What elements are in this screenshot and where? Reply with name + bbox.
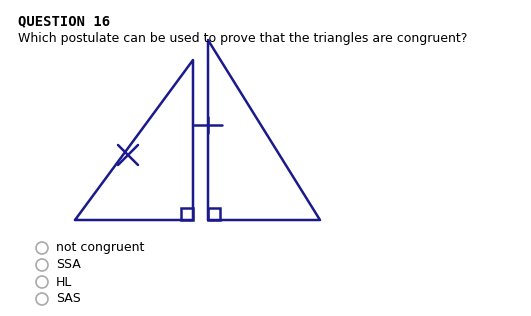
- Text: SSA: SSA: [56, 258, 81, 271]
- Bar: [181, 208, 193, 220]
- Text: SAS: SAS: [56, 293, 81, 306]
- Text: Which postulate can be used to prove that the triangles are congruent?: Which postulate can be used to prove tha…: [18, 32, 467, 45]
- Text: QUESTION 16: QUESTION 16: [18, 14, 110, 28]
- Text: not congruent: not congruent: [56, 241, 144, 254]
- Bar: [208, 208, 220, 220]
- Text: HL: HL: [56, 276, 72, 289]
